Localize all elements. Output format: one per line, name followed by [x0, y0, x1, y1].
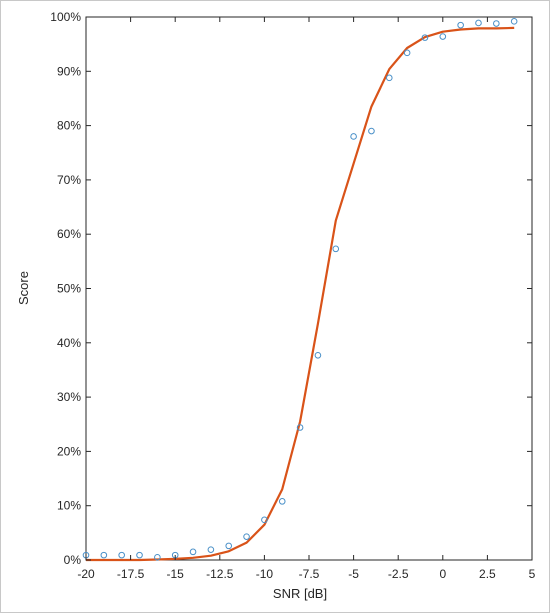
- data-point: [189, 548, 197, 556]
- x-tick-label: 2.5: [479, 567, 496, 581]
- data-point: [296, 424, 304, 431]
- data-point: [368, 127, 375, 135]
- x-tick-label: -20: [77, 567, 95, 581]
- x-axis-label: SNR [dB]: [273, 586, 327, 601]
- y-tick-label: 50%: [57, 282, 81, 296]
- y-tick-label: 70%: [57, 173, 81, 187]
- data-point: [510, 18, 518, 25]
- data-point: [403, 49, 411, 57]
- data-point: [100, 551, 108, 559]
- data-points-layer: [82, 18, 518, 561]
- y-tick-label: 0%: [64, 553, 82, 567]
- x-axis-ticks: -20 -17.5 -15 -12.5 -10 -7.5 -5 -2.5 0 2.5 5: [77, 17, 536, 581]
- data-point: [493, 20, 500, 27]
- y-tick-label: 100%: [50, 10, 81, 24]
- data-point: [385, 74, 393, 82]
- data-point: [243, 533, 250, 540]
- x-tick-label: -10: [256, 567, 274, 581]
- axes-box: [85, 16, 533, 561]
- y-axis-ticks: 0% 10% 20% 30% 40% 50% 60% 70% 80% 90% 100%: [50, 10, 532, 567]
- y-tick-label: 20%: [57, 444, 81, 458]
- data-point: [207, 546, 215, 553]
- data-point: [118, 551, 125, 559]
- data-point: [475, 19, 482, 27]
- data-point: [332, 245, 340, 253]
- y-tick-label: 60%: [57, 227, 81, 241]
- y-tick-label: 80%: [57, 119, 81, 133]
- plot-area-border: [85, 16, 533, 561]
- fit-curve: [86, 26, 515, 562]
- x-tick-label: 0: [439, 567, 446, 581]
- data-point: [136, 551, 143, 559]
- x-tick-label: -7.5: [299, 567, 320, 581]
- data-point: [225, 542, 233, 550]
- data-point: [154, 553, 161, 561]
- y-tick-label: 10%: [57, 499, 81, 513]
- x-tick-label: -17.5: [117, 567, 145, 581]
- y-tick-label: 90%: [57, 64, 81, 78]
- fit-curve-layer: [86, 26, 515, 562]
- data-point: [278, 498, 286, 505]
- data-point: [314, 351, 322, 359]
- y-axis-label: Score: [16, 271, 31, 305]
- data-point: [350, 133, 357, 140]
- data-point: [261, 516, 268, 524]
- x-tick-label: -15: [167, 567, 185, 581]
- y-tick-label: 40%: [57, 336, 81, 350]
- x-tick-label: 5: [529, 567, 536, 581]
- data-point: [439, 33, 447, 40]
- x-tick-label: -5: [348, 567, 359, 581]
- x-tick-label: -12.5: [206, 567, 234, 581]
- x-tick-label: -2.5: [388, 567, 409, 581]
- y-tick-label: 30%: [57, 390, 81, 404]
- data-point: [421, 34, 429, 41]
- data-point: [457, 21, 464, 29]
